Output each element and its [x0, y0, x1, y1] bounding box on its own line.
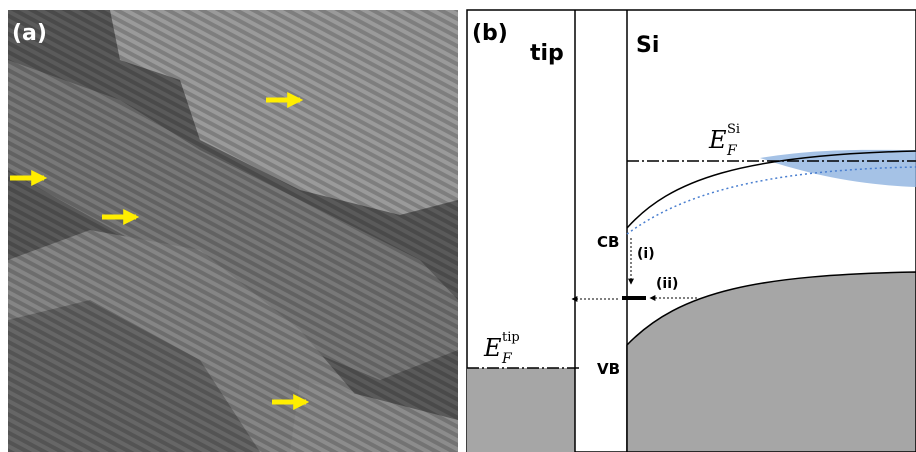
panel-label: (b) [472, 21, 508, 46]
vb-label: VB [597, 360, 620, 378]
process-label: (ii) [656, 276, 678, 292]
symbol: E [708, 126, 727, 154]
figure: (a) (b) tip Si CB VB (i) (ii) E F Si E F… [0, 0, 916, 452]
tip-label: tip [530, 41, 564, 66]
si-label: Si [636, 33, 659, 58]
superscript: tip [502, 330, 520, 345]
process-label: (i) [637, 246, 655, 262]
panel-label: (a) [12, 21, 47, 46]
superscript: Si [727, 122, 740, 137]
cb-label: CB [597, 233, 619, 251]
subscript: F [501, 351, 513, 367]
tip-fill [467, 368, 575, 452]
subscript: F [726, 143, 738, 159]
stm-image [8, 10, 458, 452]
symbol: E [483, 334, 502, 362]
